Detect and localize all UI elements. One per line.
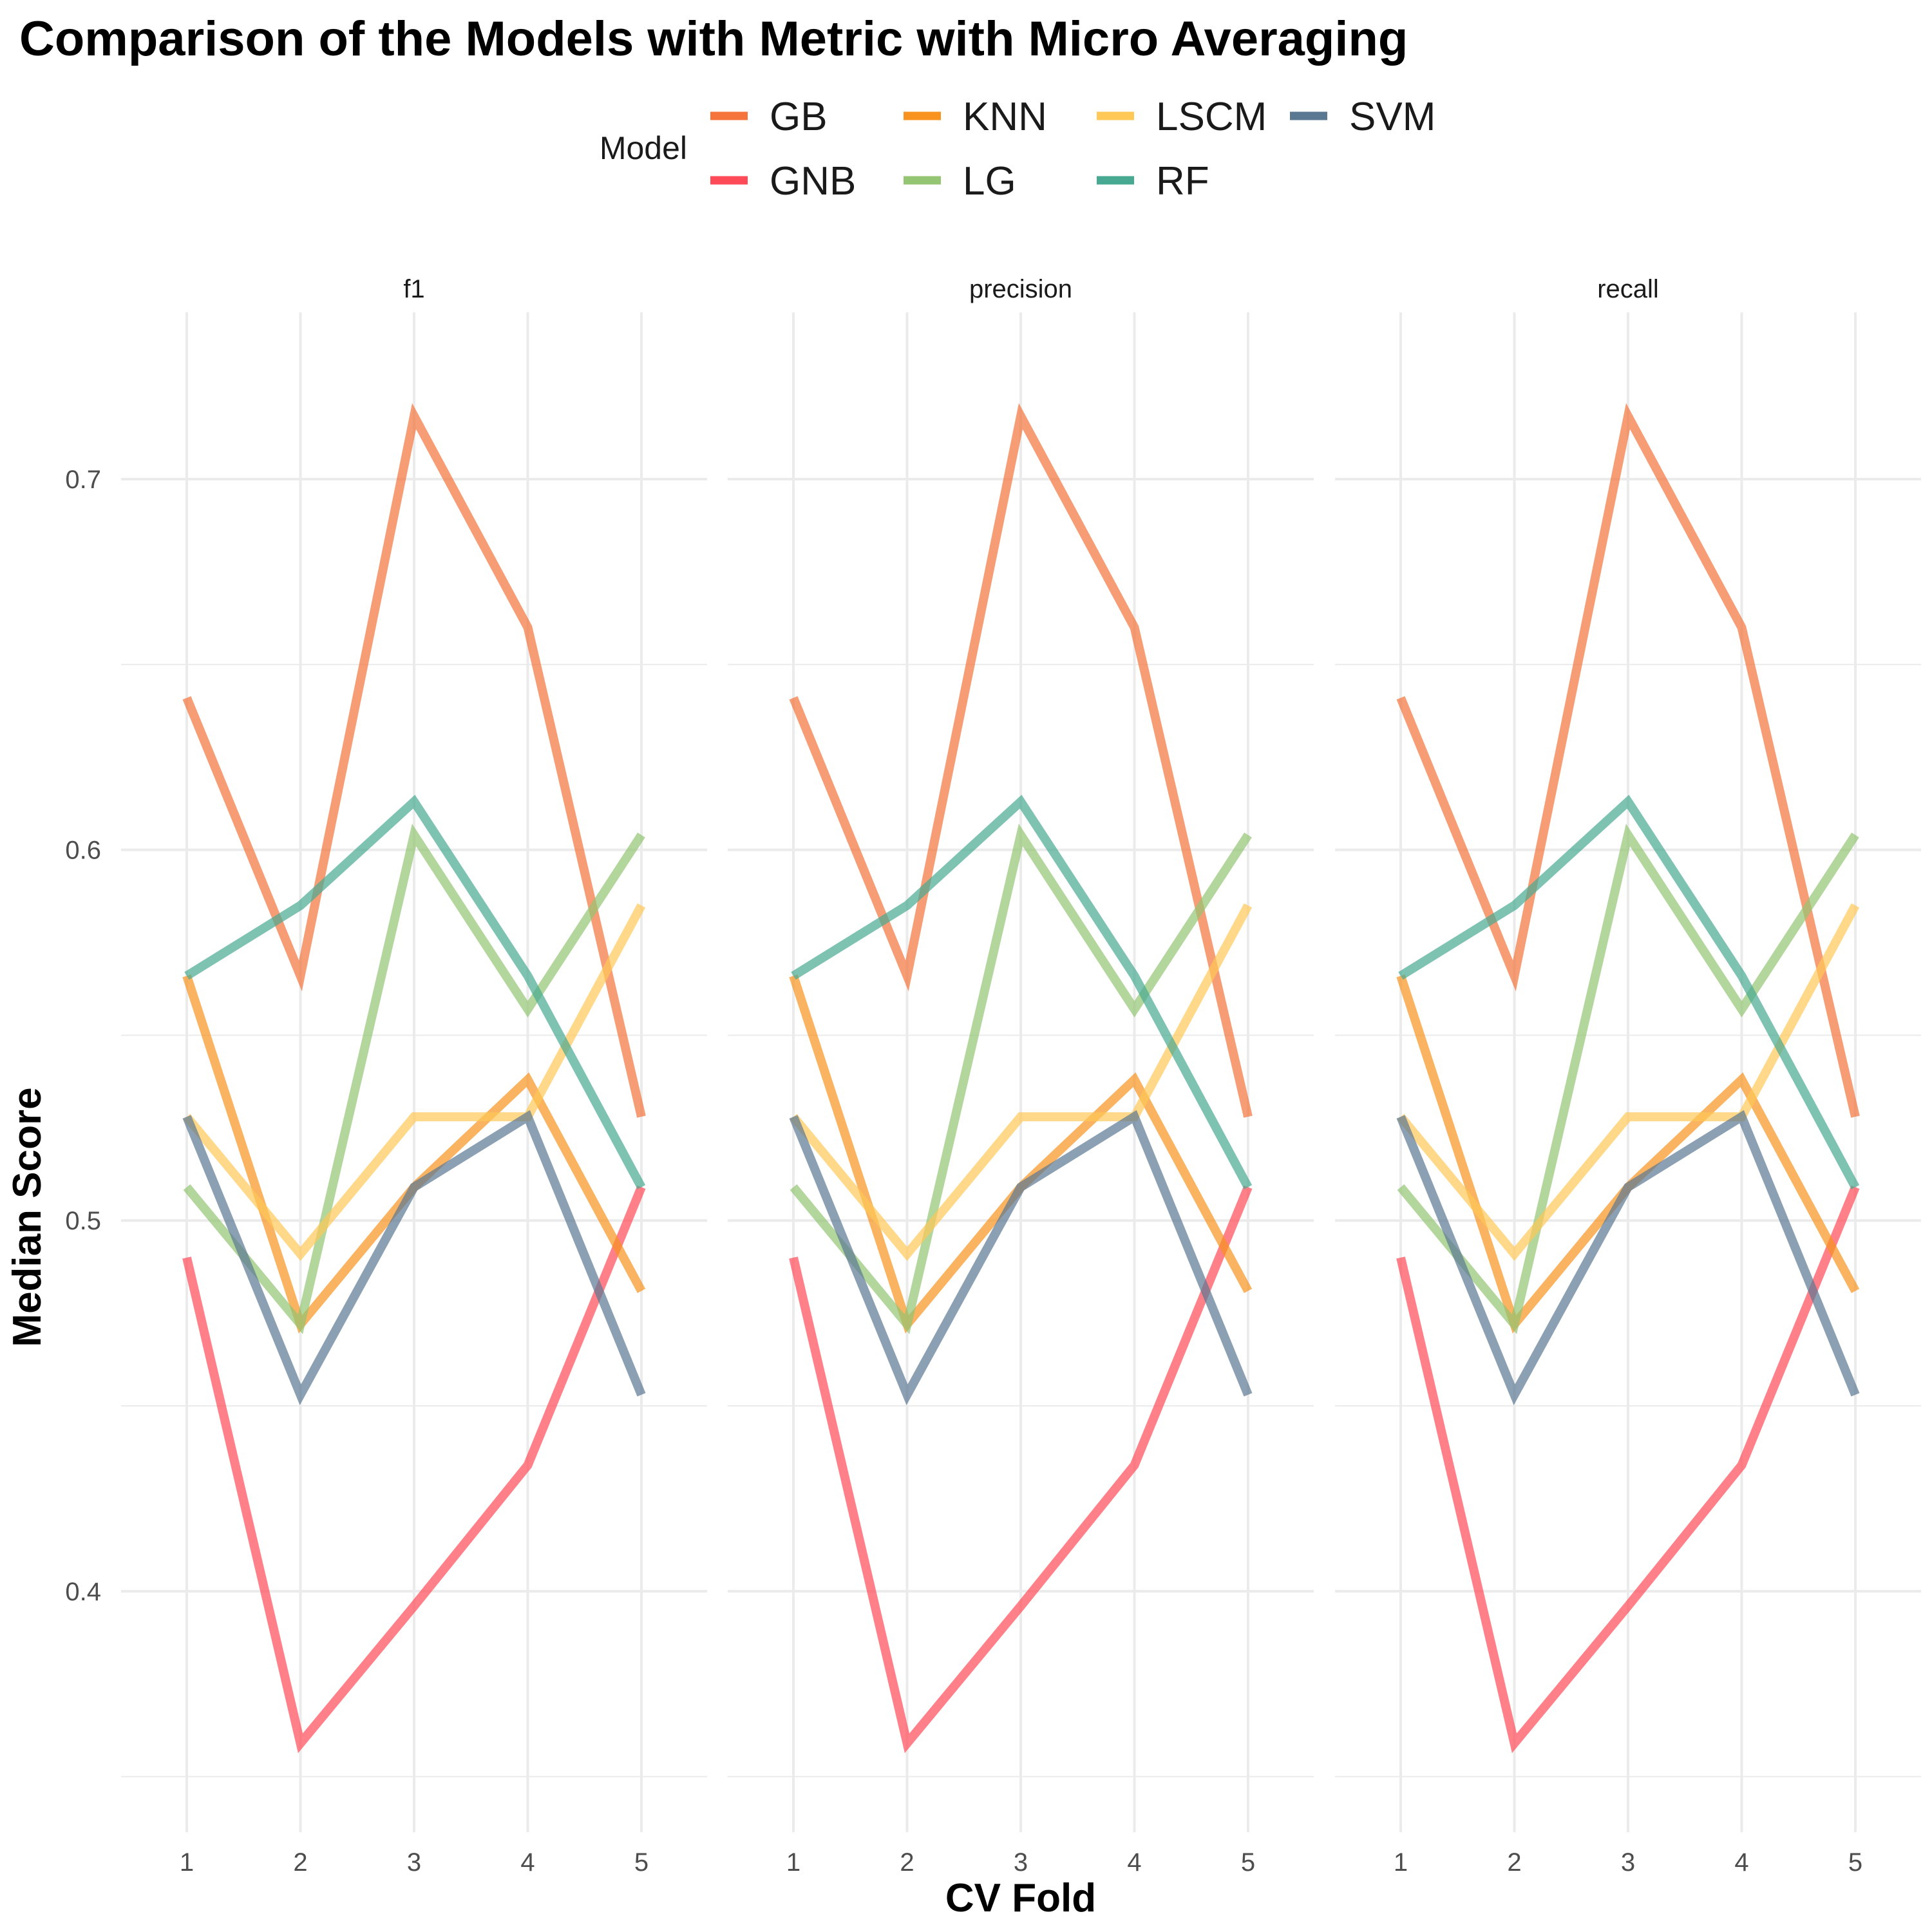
series-line-gnb-precision bbox=[789, 1185, 1253, 1754]
panel-recall: recall 1 2 3 4 5 bbox=[1335, 275, 1921, 1877]
x-tick-label: 1 bbox=[1394, 1848, 1408, 1877]
series-line-svm-precision bbox=[789, 1110, 1253, 1406]
series-line-gnb-f1 bbox=[182, 1185, 646, 1754]
x-tick-label: 3 bbox=[1014, 1848, 1028, 1877]
x-tick-label: 5 bbox=[1848, 1848, 1862, 1877]
chart-title: Comparison of the Models with Metric wit… bbox=[19, 12, 1408, 66]
series-line-lg-f1 bbox=[183, 824, 645, 1334]
x-tick-label: 2 bbox=[900, 1848, 914, 1877]
x-tick-label: 2 bbox=[293, 1848, 307, 1877]
legend-label-rf: RF bbox=[1156, 159, 1209, 204]
legend-label-lscm: LSCM bbox=[1156, 95, 1267, 139]
y-axis-title: Median Score bbox=[5, 1087, 50, 1347]
x-tick-label: 3 bbox=[1621, 1848, 1635, 1877]
x-tick-label: 5 bbox=[1241, 1848, 1255, 1877]
facet-label-precision: precision bbox=[969, 275, 1072, 303]
y-tick-label: 0.6 bbox=[65, 837, 101, 865]
x-tick-label: 4 bbox=[520, 1848, 535, 1877]
facet-label-recall: recall bbox=[1597, 275, 1659, 303]
series-line-gb-precision bbox=[789, 402, 1253, 1118]
legend-label-lg: LG bbox=[963, 159, 1016, 204]
y-tick-label: 0.7 bbox=[65, 466, 101, 494]
legend-label-gb: GB bbox=[770, 95, 828, 139]
x-tick-label: 1 bbox=[786, 1848, 800, 1877]
x-tick-label: 5 bbox=[634, 1848, 649, 1877]
x-tick-label: 3 bbox=[407, 1848, 421, 1877]
panel-f1: f1 1 2 3 4 5 bbox=[121, 275, 707, 1877]
series-line-rf-f1 bbox=[184, 795, 646, 1189]
series-line-gnb-recall bbox=[1396, 1185, 1860, 1754]
legend-label-knn: KNN bbox=[963, 95, 1047, 139]
series-line-svm-recall bbox=[1396, 1110, 1860, 1406]
x-tick-label: 1 bbox=[180, 1848, 194, 1877]
series-line-rf-recall bbox=[1398, 795, 1860, 1189]
series-line-lg-precision bbox=[790, 824, 1252, 1334]
legend-label-gnb: GNB bbox=[770, 159, 856, 204]
x-axis-title: CV Fold bbox=[945, 1876, 1096, 1920]
series-line-gb-recall bbox=[1396, 402, 1860, 1118]
series-line-svm-f1 bbox=[182, 1110, 646, 1406]
y-tick-label: 0.4 bbox=[65, 1578, 101, 1606]
legend-label-svm: SVM bbox=[1349, 95, 1435, 139]
legend: Model GB GNB KNN LG LSCM RF SVM bbox=[600, 95, 1436, 204]
x-tick-label: 4 bbox=[1127, 1848, 1141, 1877]
y-tick-label: 0.5 bbox=[65, 1207, 101, 1235]
panel-precision: precision 1 2 3 4 5 bbox=[728, 275, 1314, 1877]
x-tick-label: 4 bbox=[1734, 1848, 1748, 1877]
facet-panels: f1 1 2 3 4 5 precision 1 2 3 4 5 recall 1 2 3 4 5 0.4 0.5 0.… bbox=[65, 275, 1921, 1877]
series-line-rf-precision bbox=[791, 795, 1253, 1189]
facet-label-f1: f1 bbox=[403, 275, 424, 303]
legend-title: Model bbox=[600, 130, 687, 166]
series-line-gb-f1 bbox=[182, 402, 646, 1118]
series-line-lg-recall bbox=[1397, 824, 1859, 1334]
x-tick-label: 2 bbox=[1507, 1848, 1521, 1877]
